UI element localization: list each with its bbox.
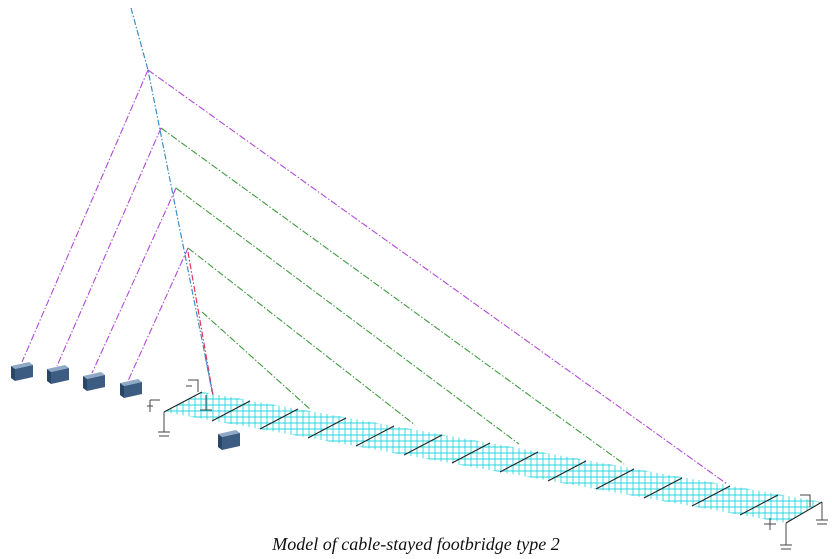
deck-mesh xyxy=(164,392,822,523)
figure-caption: Model of cable-stayed footbridge type 2 xyxy=(272,534,560,554)
deck-rib xyxy=(355,425,395,447)
deck-rib xyxy=(499,451,539,473)
3d-block-icon xyxy=(47,365,69,384)
pylon xyxy=(130,7,214,396)
deck-rib xyxy=(163,391,203,413)
stay-cable xyxy=(160,127,625,465)
deck-ribs xyxy=(163,391,823,524)
3d-block-icon xyxy=(218,430,240,450)
backstay-cables xyxy=(21,69,189,382)
stay-cable xyxy=(187,247,416,426)
pylon-leg xyxy=(187,251,214,396)
bearing-support-icon xyxy=(147,399,170,437)
deck-rib xyxy=(739,494,779,516)
3d-block-icon xyxy=(11,362,33,381)
deck-rib xyxy=(595,468,635,490)
3d-block-icon xyxy=(120,379,142,398)
bearing-support-icon xyxy=(800,494,828,525)
pylon-leg-inner xyxy=(204,354,213,393)
deck-rib xyxy=(307,417,347,439)
backstay-cable xyxy=(91,187,177,374)
deck xyxy=(163,391,823,524)
supports xyxy=(147,379,828,550)
deck-rib xyxy=(547,460,587,482)
stay-cable xyxy=(147,69,728,485)
3d-block-icon xyxy=(83,372,105,391)
deck-rib xyxy=(259,408,299,430)
backstay-cable xyxy=(21,69,149,363)
deck-rib xyxy=(643,477,683,499)
deck-rib xyxy=(691,485,731,507)
anchor-blocks xyxy=(11,362,240,450)
bearing-support-icon xyxy=(186,379,212,411)
pylon-mast xyxy=(130,7,214,396)
deck-rib xyxy=(451,442,491,464)
backstay-cable xyxy=(56,127,162,367)
stay-cable xyxy=(201,311,312,411)
deck-rib xyxy=(403,434,443,456)
deck-rib xyxy=(785,501,823,524)
stay-cables xyxy=(147,69,728,485)
bearing-support-icon xyxy=(764,518,792,550)
backstay-cable xyxy=(127,247,189,382)
stay-cable xyxy=(175,187,520,445)
deck-rib xyxy=(211,400,251,422)
